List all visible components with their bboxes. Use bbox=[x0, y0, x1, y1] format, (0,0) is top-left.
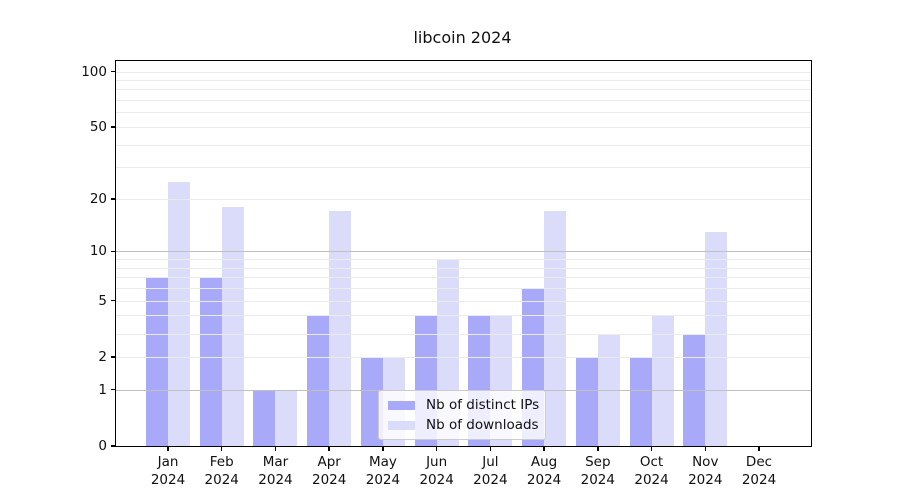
y-tick-mark bbox=[111, 126, 116, 128]
x-tick-label-mar: Mar 2024 bbox=[258, 454, 293, 488]
chart-title: libcoin 2024 bbox=[413, 28, 512, 47]
y-tick-label: 2 bbox=[98, 348, 107, 365]
legend: Nb of distinct IPs Nb of downloads bbox=[378, 390, 546, 440]
legend-row-downloads: Nb of downloads bbox=[388, 417, 539, 433]
x-tick-mark bbox=[435, 446, 438, 451]
bar-oct-distinct-ips bbox=[629, 356, 652, 446]
y-tick-mark bbox=[111, 198, 116, 200]
minor-gridline bbox=[116, 89, 811, 91]
bar-feb-distinct-ips bbox=[199, 277, 222, 446]
x-tick-mark bbox=[704, 446, 706, 451]
minor-gridline bbox=[116, 198, 811, 200]
y-tick-mark bbox=[111, 299, 116, 302]
minor-gridline bbox=[116, 100, 811, 102]
y-tick-label: 5 bbox=[98, 292, 107, 309]
minor-gridline bbox=[116, 167, 811, 169]
x-tick-label-feb: Feb 2024 bbox=[204, 454, 239, 488]
y-tick-label: 1 bbox=[98, 381, 107, 398]
x-tick-mark bbox=[543, 446, 545, 451]
y-tick-label: 50 bbox=[89, 118, 107, 135]
bar-jan-distinct-ips bbox=[146, 277, 168, 446]
bar-sep-downloads bbox=[597, 333, 620, 446]
x-tick-mark bbox=[597, 446, 599, 451]
x-tick-mark bbox=[328, 446, 330, 451]
minor-gridline bbox=[116, 126, 811, 128]
y-tick-mark bbox=[111, 445, 116, 447]
bar-aug-downloads bbox=[544, 211, 567, 446]
plot-area: Dec 2024 Nov 2024 Oct 2024 Sep 2024 Aug 2024 Jul 20… bbox=[81, 60, 812, 488]
y-tick-mark bbox=[111, 356, 116, 358]
bar-oct-downloads bbox=[651, 315, 674, 446]
legend-row-distinct-ips: Nb of distinct IPs bbox=[388, 397, 540, 413]
x-tick-label-may: May 2024 bbox=[365, 454, 401, 488]
x-tick-label-jan: Jan 2024 bbox=[150, 454, 186, 488]
minor-gridline bbox=[116, 144, 811, 146]
y-tick-label: 0 bbox=[98, 438, 107, 454]
x-tick-mark bbox=[650, 446, 653, 451]
legend-swatch-downloads bbox=[388, 420, 415, 430]
x-tick-label-apr: Apr 2024 bbox=[311, 454, 347, 488]
x-tick-mark bbox=[382, 446, 384, 451]
bar-apr-downloads bbox=[329, 211, 352, 446]
y-tick-label: 10 bbox=[89, 243, 107, 260]
bar-sep-distinct-ips bbox=[575, 356, 598, 446]
bar-mar-downloads bbox=[275, 389, 298, 446]
x-tick-mark bbox=[221, 446, 223, 451]
y-tick-label: 20 bbox=[89, 190, 107, 207]
bar-feb-downloads bbox=[221, 207, 244, 446]
x-tick-label-jun: Jun 2024 bbox=[419, 454, 454, 488]
y-tick-mark bbox=[111, 70, 116, 73]
bar-nov-distinct-ips bbox=[683, 333, 706, 446]
x-tick-label-aug: Aug 2024 bbox=[526, 454, 562, 488]
minor-gridline bbox=[116, 112, 811, 114]
legend-swatch-distinct-ips bbox=[388, 400, 415, 410]
bar-jan-downloads bbox=[168, 181, 190, 446]
y-tick-mark bbox=[111, 250, 116, 253]
x-tick-mark bbox=[274, 446, 277, 451]
x-tick-label-dec: Dec 2024 bbox=[741, 454, 777, 488]
x-tick-label-nov: Nov 2024 bbox=[688, 454, 723, 488]
y-tick-mark bbox=[111, 389, 116, 391]
legend-label-downloads: Nb of downloads bbox=[426, 417, 539, 433]
x-tick-label-oct: Oct 2024 bbox=[634, 454, 669, 488]
x-tick-label-jul: Jul 2024 bbox=[473, 454, 508, 488]
bar-may-distinct-ips bbox=[360, 356, 383, 446]
x-tick-mark bbox=[758, 446, 760, 451]
minor-gridline bbox=[116, 71, 811, 73]
x-tick-label-sep: Sep 2024 bbox=[580, 454, 615, 488]
bar-apr-distinct-ips bbox=[307, 315, 330, 446]
bar-mar-distinct-ips bbox=[253, 389, 276, 446]
minor-gridline bbox=[116, 79, 811, 81]
x-tick-mark bbox=[167, 446, 169, 451]
x-tick-mark bbox=[489, 446, 492, 451]
legend-label-distinct-ips: Nb of distinct IPs bbox=[426, 397, 540, 413]
y-tick-label: 100 bbox=[81, 63, 107, 80]
bar-nov-downloads bbox=[705, 231, 728, 446]
